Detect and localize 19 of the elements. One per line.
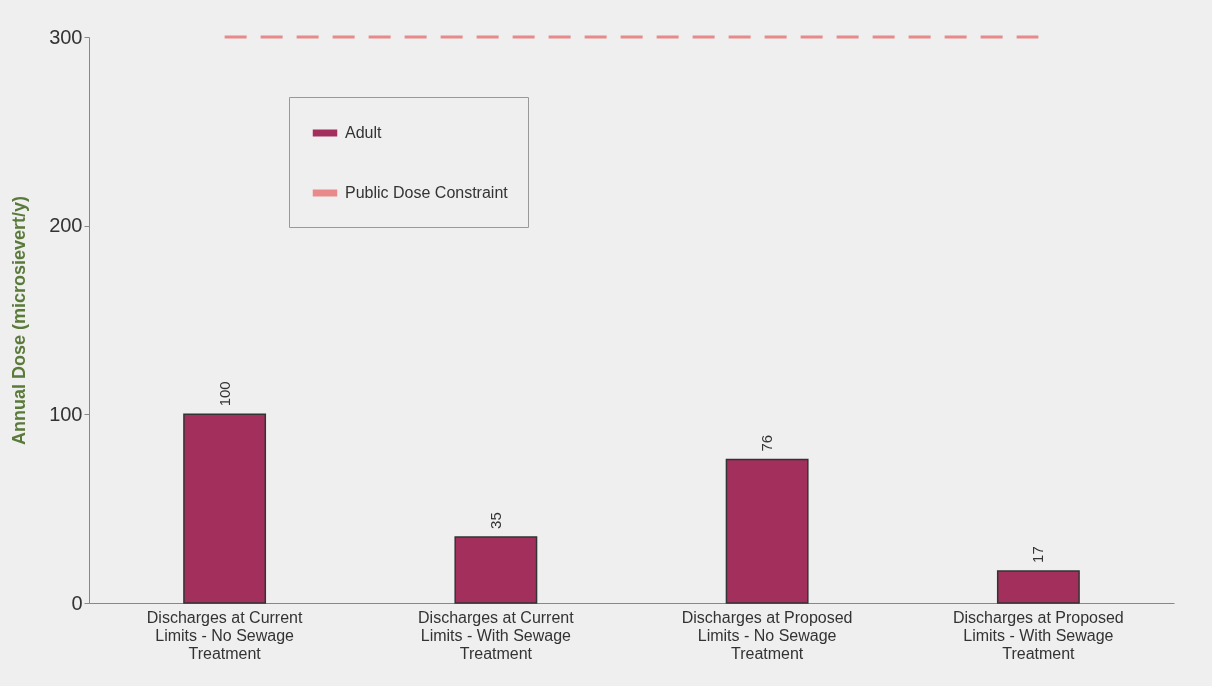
x-tick-label: Discharges at Proposed Limits - No Sewage Treatment (681, 608, 853, 662)
bar (725, 458, 809, 604)
x-tick-label: Discharges at Current Limits - No Sewage Treatment (146, 608, 303, 662)
bar (996, 570, 1080, 604)
data-label: 76 (758, 434, 776, 452)
y-tick-label: 0 (71, 591, 83, 614)
y-tick-label: 300 (49, 25, 83, 48)
data-label: 35 (486, 512, 504, 529)
legend-label: Public Dose Constraint (345, 184, 509, 201)
data-label: 17 (1029, 546, 1047, 563)
y-axis-title: Annual Dose (microsievert/y) (9, 195, 30, 446)
x-tick-label: Discharges at Current Limits - With Sewage Treatment (418, 608, 575, 662)
y-tick-label: 100 (49, 402, 83, 425)
data-label: 100 (215, 381, 233, 407)
y-tick-label: 200 (49, 214, 83, 237)
bar (454, 536, 538, 604)
x-tick-label: Discharges at Proposed Limits - With Sewage Treatment (952, 608, 1124, 662)
bar (183, 413, 267, 604)
legend-label: Adult (345, 124, 383, 141)
